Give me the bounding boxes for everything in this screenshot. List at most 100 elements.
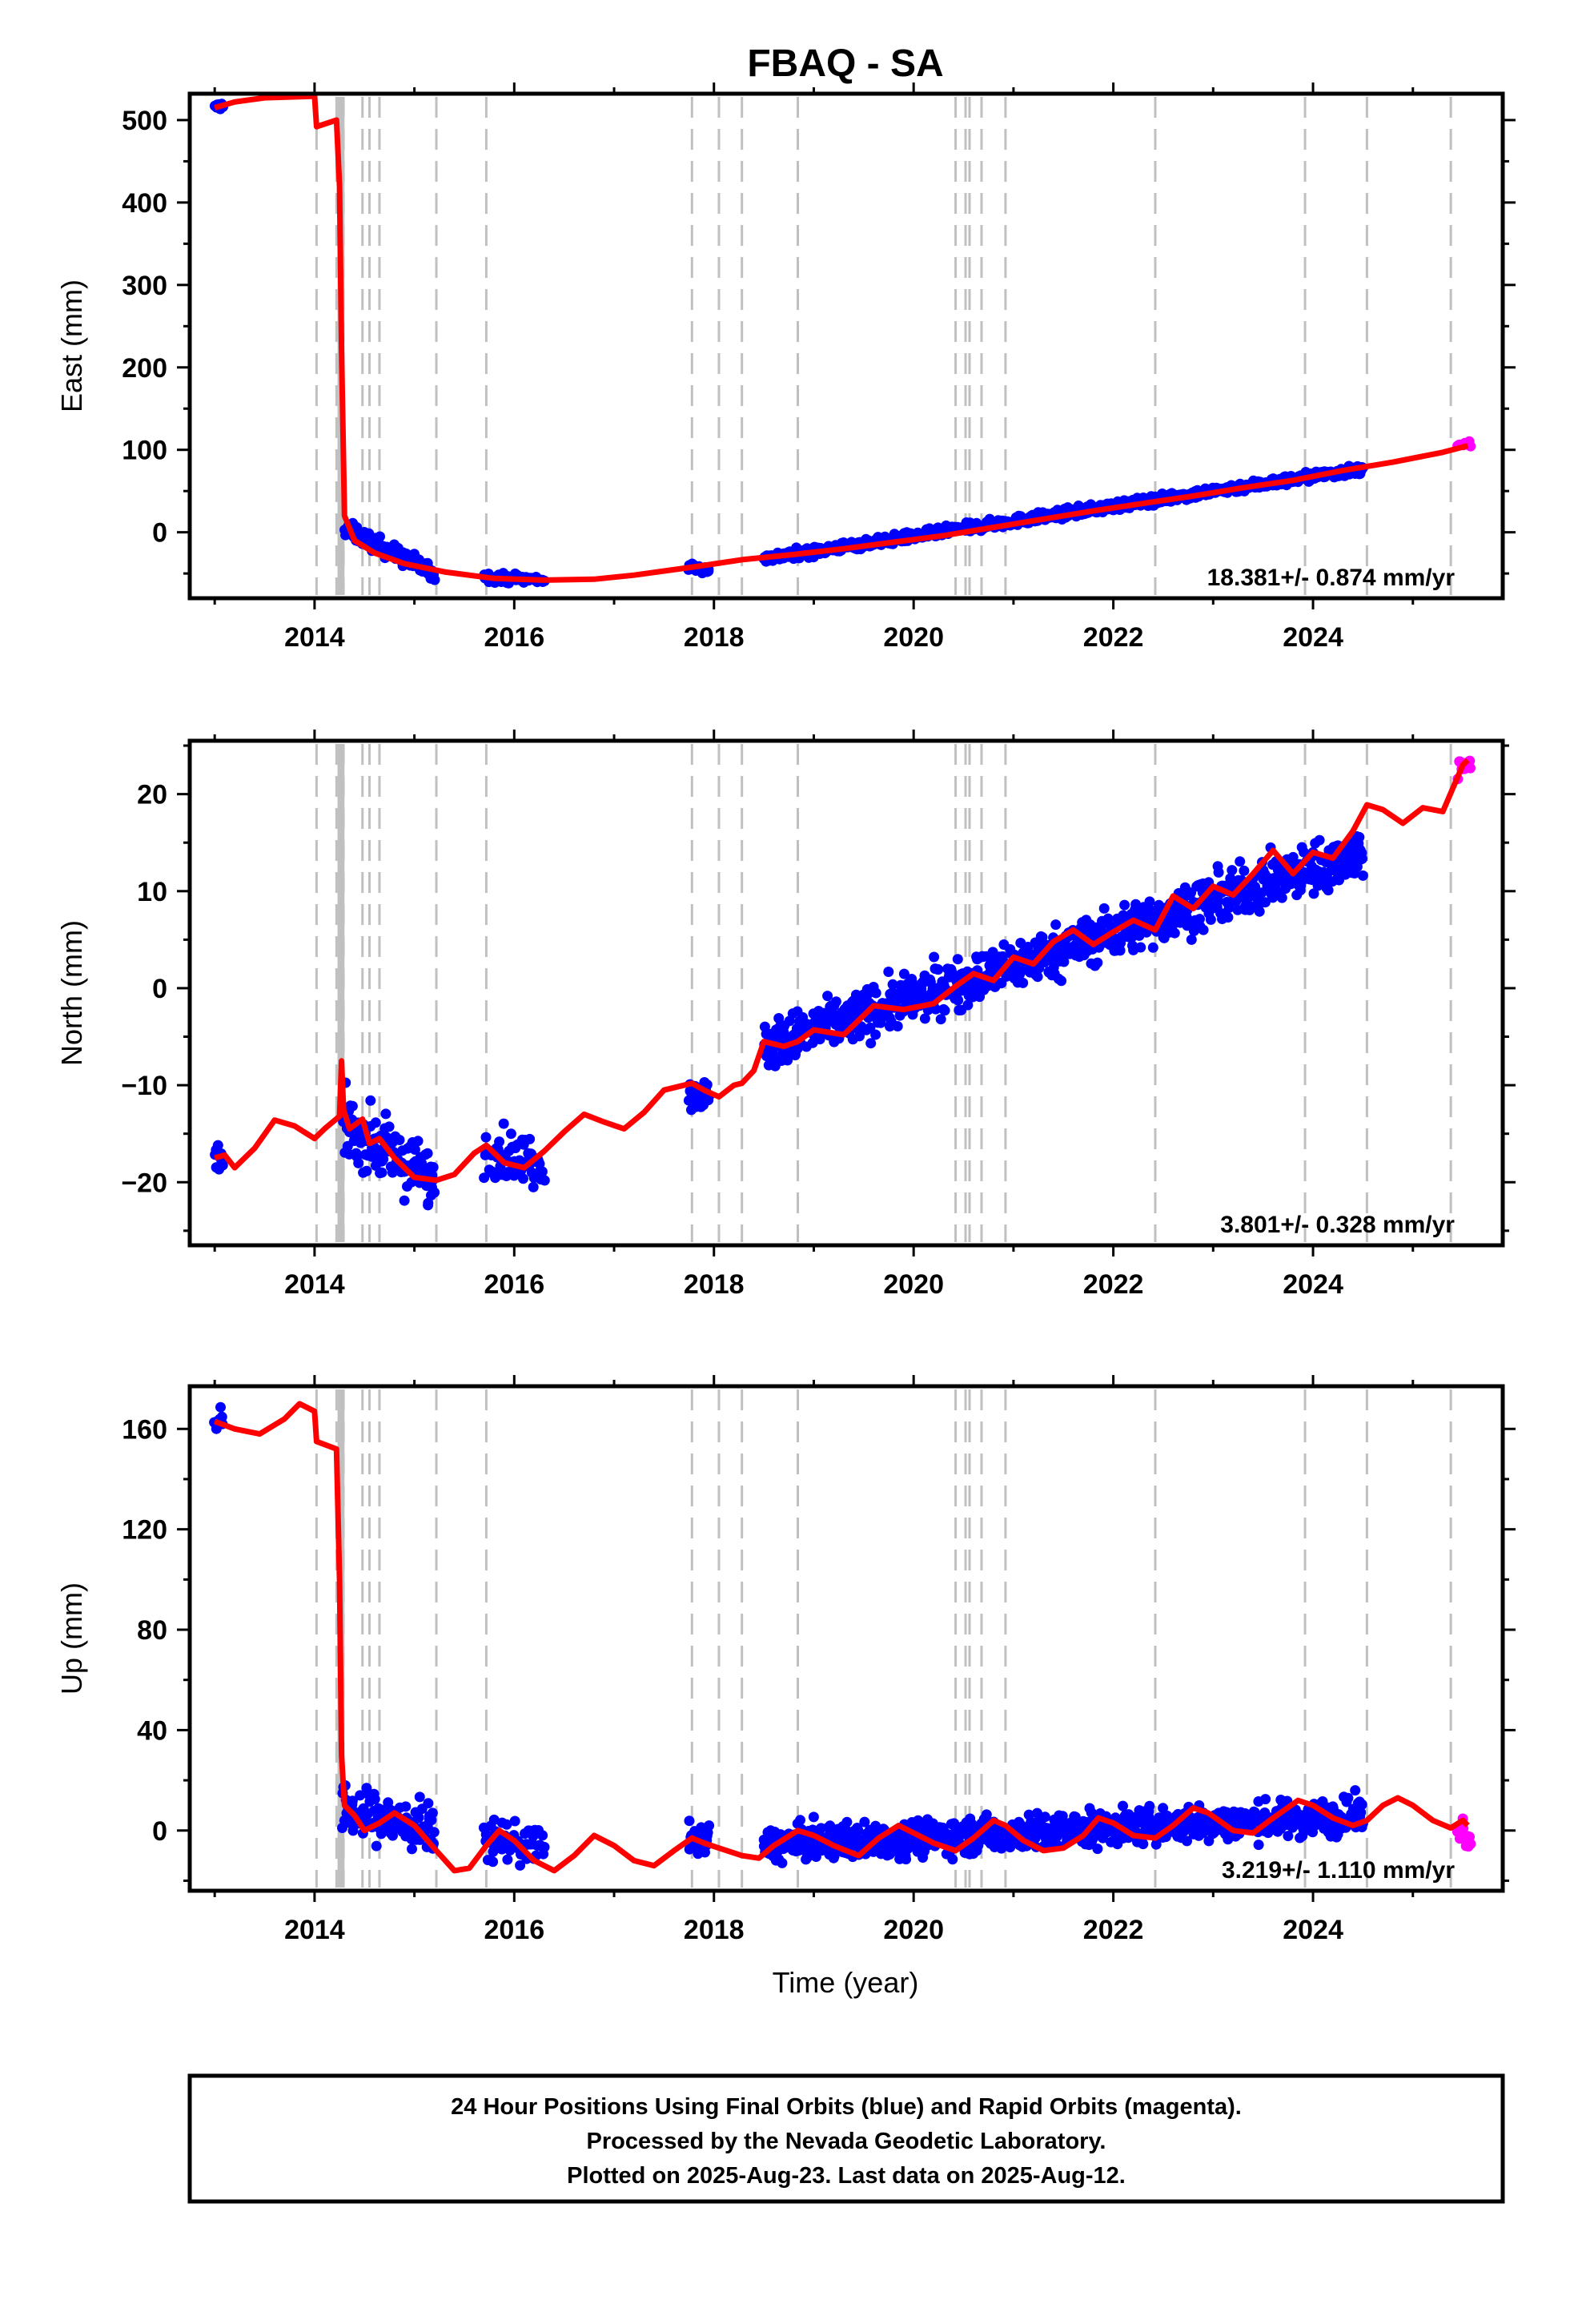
y-axis-label: Up (mm) [55, 1582, 88, 1695]
y-tick-label: 500 [122, 106, 167, 136]
final-orbit-point [413, 1812, 424, 1823]
final-orbit-point [217, 1160, 228, 1171]
final-orbit-point [901, 1854, 912, 1865]
x-tick-label: 2020 [883, 1915, 944, 1945]
y-tick-label: −20 [121, 1168, 167, 1198]
final-orbit-point [1323, 885, 1334, 896]
east-panel: 2014 2016 2018 2020 2022 2024 0 100 200 300 400 500… [55, 82, 1516, 653]
final-orbit-point [1276, 892, 1287, 903]
y-tick-label: 400 [122, 188, 167, 219]
rapid-orbit-point [1465, 762, 1476, 774]
final-orbit-point [1135, 942, 1146, 953]
plot-frame [187, 738, 1505, 1248]
final-orbit-point [539, 1842, 550, 1852]
x-tick-label: 2016 [484, 1269, 545, 1300]
final-orbit-point [1314, 834, 1325, 846]
event-band [337, 744, 345, 1242]
x-tick-label: 2022 [1083, 622, 1144, 653]
chart-title: FBAQ - SA [747, 42, 943, 85]
final-orbit-point [428, 1162, 439, 1172]
footer-line-3: Plotted on 2025-Aug-23. Last data on 202… [567, 2163, 1126, 2189]
final-orbit-point [947, 1854, 958, 1865]
north-points [210, 755, 1476, 1211]
final-orbit-point [380, 1108, 391, 1120]
final-orbit-point [371, 1840, 382, 1852]
final-orbit-point [808, 1811, 819, 1823]
y-tick-label: 10 [137, 877, 167, 907]
final-orbit-point [428, 1827, 440, 1838]
final-orbit-point [427, 1807, 438, 1819]
final-orbit-point [494, 1136, 505, 1148]
final-orbit-point [1308, 888, 1319, 899]
y-tick-label: 0 [152, 518, 167, 549]
final-orbit-point [488, 1846, 499, 1857]
final-orbit-point [1057, 1811, 1068, 1822]
final-orbit-point [859, 1816, 870, 1827]
x-tick-label: 2014 [284, 1915, 345, 1945]
up-points [209, 1401, 1476, 1871]
final-orbit-point [537, 1830, 548, 1841]
final-orbit-point [1186, 934, 1197, 945]
plot-frame [187, 91, 1505, 601]
final-orbit-point [215, 1401, 226, 1413]
y-tick-label: 160 [122, 1414, 167, 1445]
final-orbit-point [1235, 856, 1246, 867]
final-orbit-point [952, 954, 963, 965]
final-orbit-point [822, 991, 833, 1002]
final-orbit-point [1227, 865, 1238, 876]
final-orbit-point [795, 1815, 805, 1826]
final-orbit-point [400, 1801, 412, 1812]
final-orbit-point [1326, 865, 1337, 876]
final-orbit-point [1169, 927, 1180, 939]
final-orbit-point [1032, 1807, 1042, 1819]
final-orbit-point [953, 995, 964, 1006]
final-orbit-point [929, 951, 940, 963]
final-orbit-point [1114, 945, 1126, 956]
final-orbit-point [1354, 831, 1365, 842]
final-orbit-point [777, 1857, 788, 1868]
final-orbit-point [1287, 851, 1299, 862]
final-orbit-point [1213, 866, 1224, 878]
final-orbit-point [1357, 853, 1367, 864]
model-fit-line [214, 758, 1470, 1184]
final-orbit-point [883, 967, 894, 977]
x-tick-label: 2020 [883, 622, 944, 653]
final-orbit-point [962, 999, 974, 1011]
x-tick-label: 2014 [284, 622, 345, 653]
final-orbit-point [212, 1140, 223, 1151]
final-orbit-point [1119, 899, 1130, 911]
y-tick-label: 200 [122, 353, 167, 384]
final-orbit-point [1283, 1831, 1294, 1842]
final-orbit-point [394, 1135, 405, 1145]
y-tick-label: 0 [152, 1816, 167, 1847]
final-orbit-point [1158, 1803, 1169, 1814]
final-orbit-point [536, 1166, 548, 1177]
final-orbit-point [498, 1118, 509, 1129]
final-orbit-point [509, 1815, 520, 1827]
final-orbit-point [1138, 1839, 1149, 1850]
final-orbit-point [1223, 912, 1234, 923]
footer-frame [187, 2073, 1505, 2204]
final-orbit-point [1058, 956, 1070, 967]
y-tick-label: 0 [152, 974, 167, 1004]
final-orbit-point [347, 1825, 359, 1836]
x-tick-label: 2016 [484, 1915, 545, 1945]
final-orbit-point [949, 1818, 960, 1829]
x-tick-label: 2018 [684, 1915, 745, 1945]
final-orbit-point [1239, 865, 1250, 876]
final-orbit-point [841, 1816, 853, 1827]
final-orbit-point [684, 1815, 695, 1827]
rapid-orbit-point [1465, 440, 1476, 452]
model-fit-line [213, 1401, 1470, 1874]
final-orbit-point [479, 1172, 490, 1184]
final-orbit-point [347, 1100, 358, 1112]
final-orbit-point [488, 1814, 500, 1825]
velocity-rate-label: 3.219+/- 1.110 mm/yr [1222, 1857, 1455, 1884]
final-orbit-point [524, 1133, 536, 1144]
final-orbit-point [1195, 914, 1205, 925]
final-orbit-point [1254, 906, 1265, 917]
final-orbit-point [854, 1031, 865, 1042]
final-orbit-point [1092, 1844, 1103, 1855]
final-orbit-point [870, 1820, 881, 1831]
y-tick-label: 300 [122, 271, 167, 301]
